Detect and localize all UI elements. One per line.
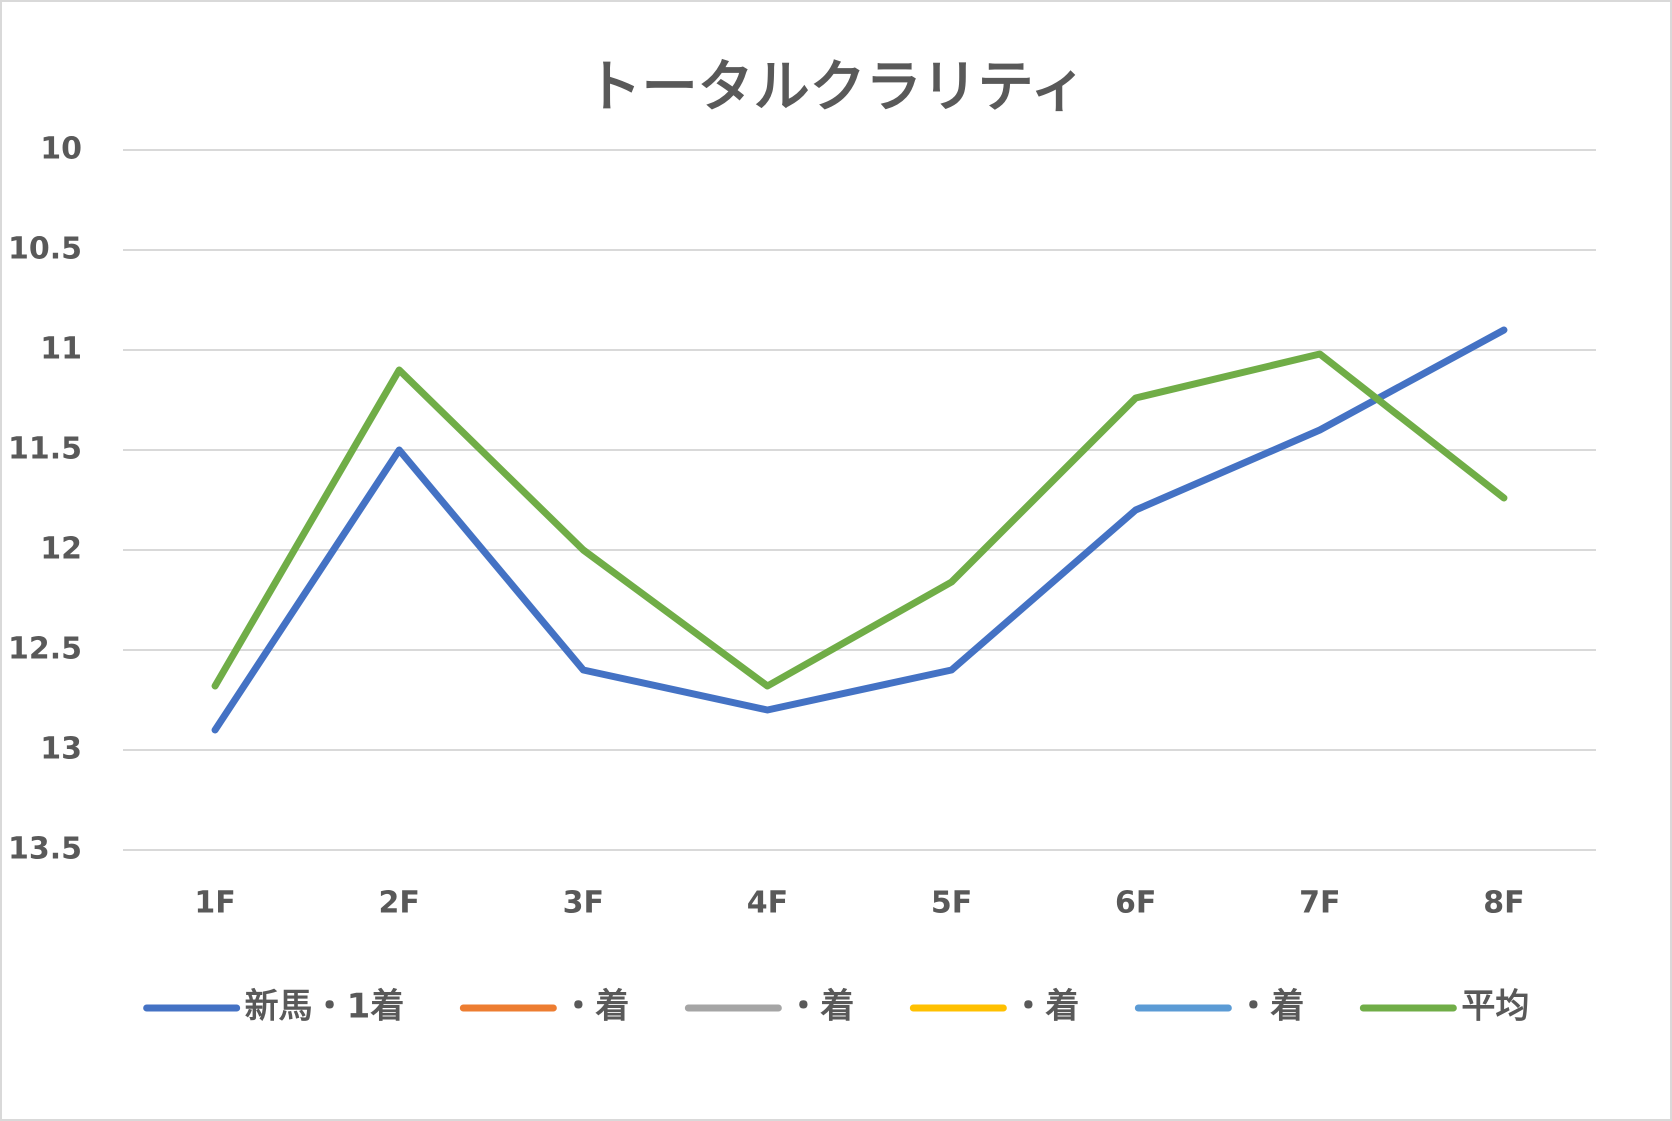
y-tick-label: 12.5 bbox=[8, 632, 82, 667]
x-tick-label: 2F bbox=[379, 886, 420, 921]
x-tick-label: 7F bbox=[1299, 886, 1340, 921]
series-line bbox=[211, 350, 1508, 690]
legend-item: 新馬・1着 bbox=[143, 987, 405, 1027]
legend-label: 平均 bbox=[1461, 987, 1529, 1027]
y-tick-label: 12 bbox=[40, 532, 82, 567]
legend-item: ・着 bbox=[459, 987, 629, 1027]
legend-label: 新馬・1着 bbox=[245, 987, 405, 1027]
legend-label: ・着 bbox=[1011, 987, 1079, 1027]
legend-item: ・着 bbox=[684, 987, 854, 1027]
legend-label: ・着 bbox=[561, 987, 629, 1027]
y-tick-label: 11.5 bbox=[8, 432, 82, 467]
y-tick-label: 10.5 bbox=[8, 232, 82, 267]
x-tick-label: 6F bbox=[1115, 886, 1156, 921]
y-tick-label: 13.5 bbox=[8, 832, 82, 867]
x-tick-label: 4F bbox=[747, 886, 788, 921]
y-tick-label: 13 bbox=[40, 732, 82, 767]
x-tick-label: 1F bbox=[194, 886, 235, 921]
legend-item: ・着 bbox=[1134, 987, 1304, 1027]
y-tick-label: 11 bbox=[40, 332, 82, 367]
legend-item: 平均 bbox=[1359, 987, 1529, 1027]
series-line bbox=[211, 326, 1508, 734]
chart-title: トータルクラリティ bbox=[586, 55, 1087, 120]
legend-item: ・着 bbox=[909, 987, 1079, 1027]
legend-label: ・着 bbox=[786, 987, 854, 1027]
legend-label: ・着 bbox=[1236, 987, 1304, 1027]
x-tick-label: 5F bbox=[931, 886, 972, 921]
x-tick-label: 3F bbox=[563, 886, 604, 921]
y-tick-label: 10 bbox=[40, 132, 82, 167]
x-tick-label: 8F bbox=[1483, 886, 1524, 921]
